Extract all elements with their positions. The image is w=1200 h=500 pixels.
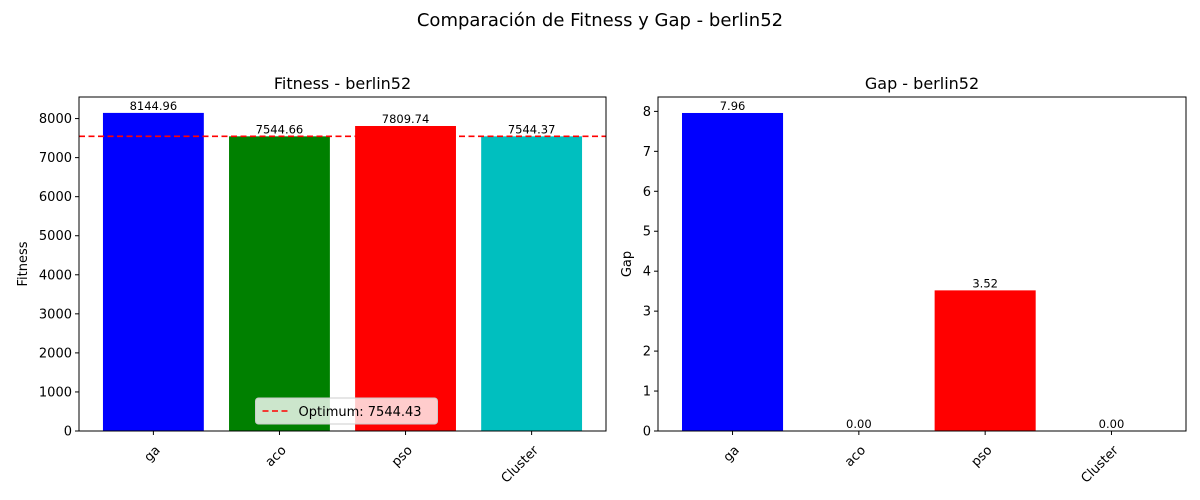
data-label: 3.52 [972, 276, 998, 290]
y-tick-label: 2 [643, 345, 651, 360]
y-axis-label: Fitness [16, 241, 31, 286]
chart-title: Fitness - berlin52 [274, 74, 411, 93]
data-label: 7544.37 [508, 122, 556, 136]
y-tick-label: 8000 [39, 112, 72, 127]
x-tick-label: ga [721, 443, 743, 465]
y-tick-label: 5000 [39, 229, 72, 244]
y-tick-label: 3 [643, 305, 651, 320]
bar-aco [229, 136, 330, 431]
plot-frame [657, 96, 1187, 432]
x-tick-label: pso [969, 443, 996, 470]
x-tick-label: aco [263, 443, 290, 470]
y-tick-label: 0 [643, 425, 651, 440]
data-label: 7.96 [720, 99, 746, 113]
bar-ga [102, 112, 204, 431]
data-label: 7544.66 [256, 122, 304, 136]
x-tick-label: Cluster [1078, 443, 1122, 487]
legend-box [255, 397, 438, 425]
data-label: 7809.74 [382, 112, 430, 126]
chart-gap: Gap - berlin52 7.96 0.00 3.52 0.00 0 1 2 3 4 5 6 7 8 g… [620, 74, 1187, 487]
y-tick-label: 3000 [39, 307, 72, 322]
y-tick-label: 7000 [39, 151, 72, 166]
plot-frame [78, 96, 607, 432]
y-tick-label: 1000 [39, 385, 72, 400]
chart-title: Gap - berlin52 [865, 74, 979, 93]
y-tick-label: 0 [64, 425, 72, 440]
bar-pso [934, 290, 1036, 431]
x-tick-label: Cluster [499, 443, 543, 487]
bar-cluster [481, 136, 583, 431]
x-tick-label: ga [142, 443, 164, 465]
y-tick-label: 6 [643, 185, 651, 200]
bar-ga [682, 112, 784, 431]
y-tick-label: 2000 [39, 346, 72, 361]
data-label: 0.00 [1099, 417, 1125, 431]
y-tick-label: 1 [643, 385, 651, 400]
y-axis-label: Gap [620, 251, 635, 277]
x-tick-label: pso [389, 443, 416, 470]
legend-entry: Optimum: 7544.43 [299, 405, 422, 420]
y-tick-label: 4000 [39, 268, 72, 283]
y-tick-label: 8 [643, 105, 651, 120]
legend: Optimum: 7544.43 [255, 397, 438, 425]
x-tick-label: aco [842, 443, 869, 470]
data-label: 0.00 [846, 417, 872, 431]
data-label: 8144.96 [130, 99, 178, 113]
y-tick-label: 6000 [39, 190, 72, 205]
y-tick-label: 5 [643, 225, 651, 240]
bar-pso [355, 125, 456, 431]
chart-fitness: Fitness - berlin52 8144.96 7544.66 7809.74 7… [16, 74, 607, 487]
y-tick-label: 7 [643, 145, 651, 160]
y-tick-label: 4 [643, 265, 651, 280]
figure-title: Comparación de Fitness y Gap - berlin52 [417, 10, 783, 31]
